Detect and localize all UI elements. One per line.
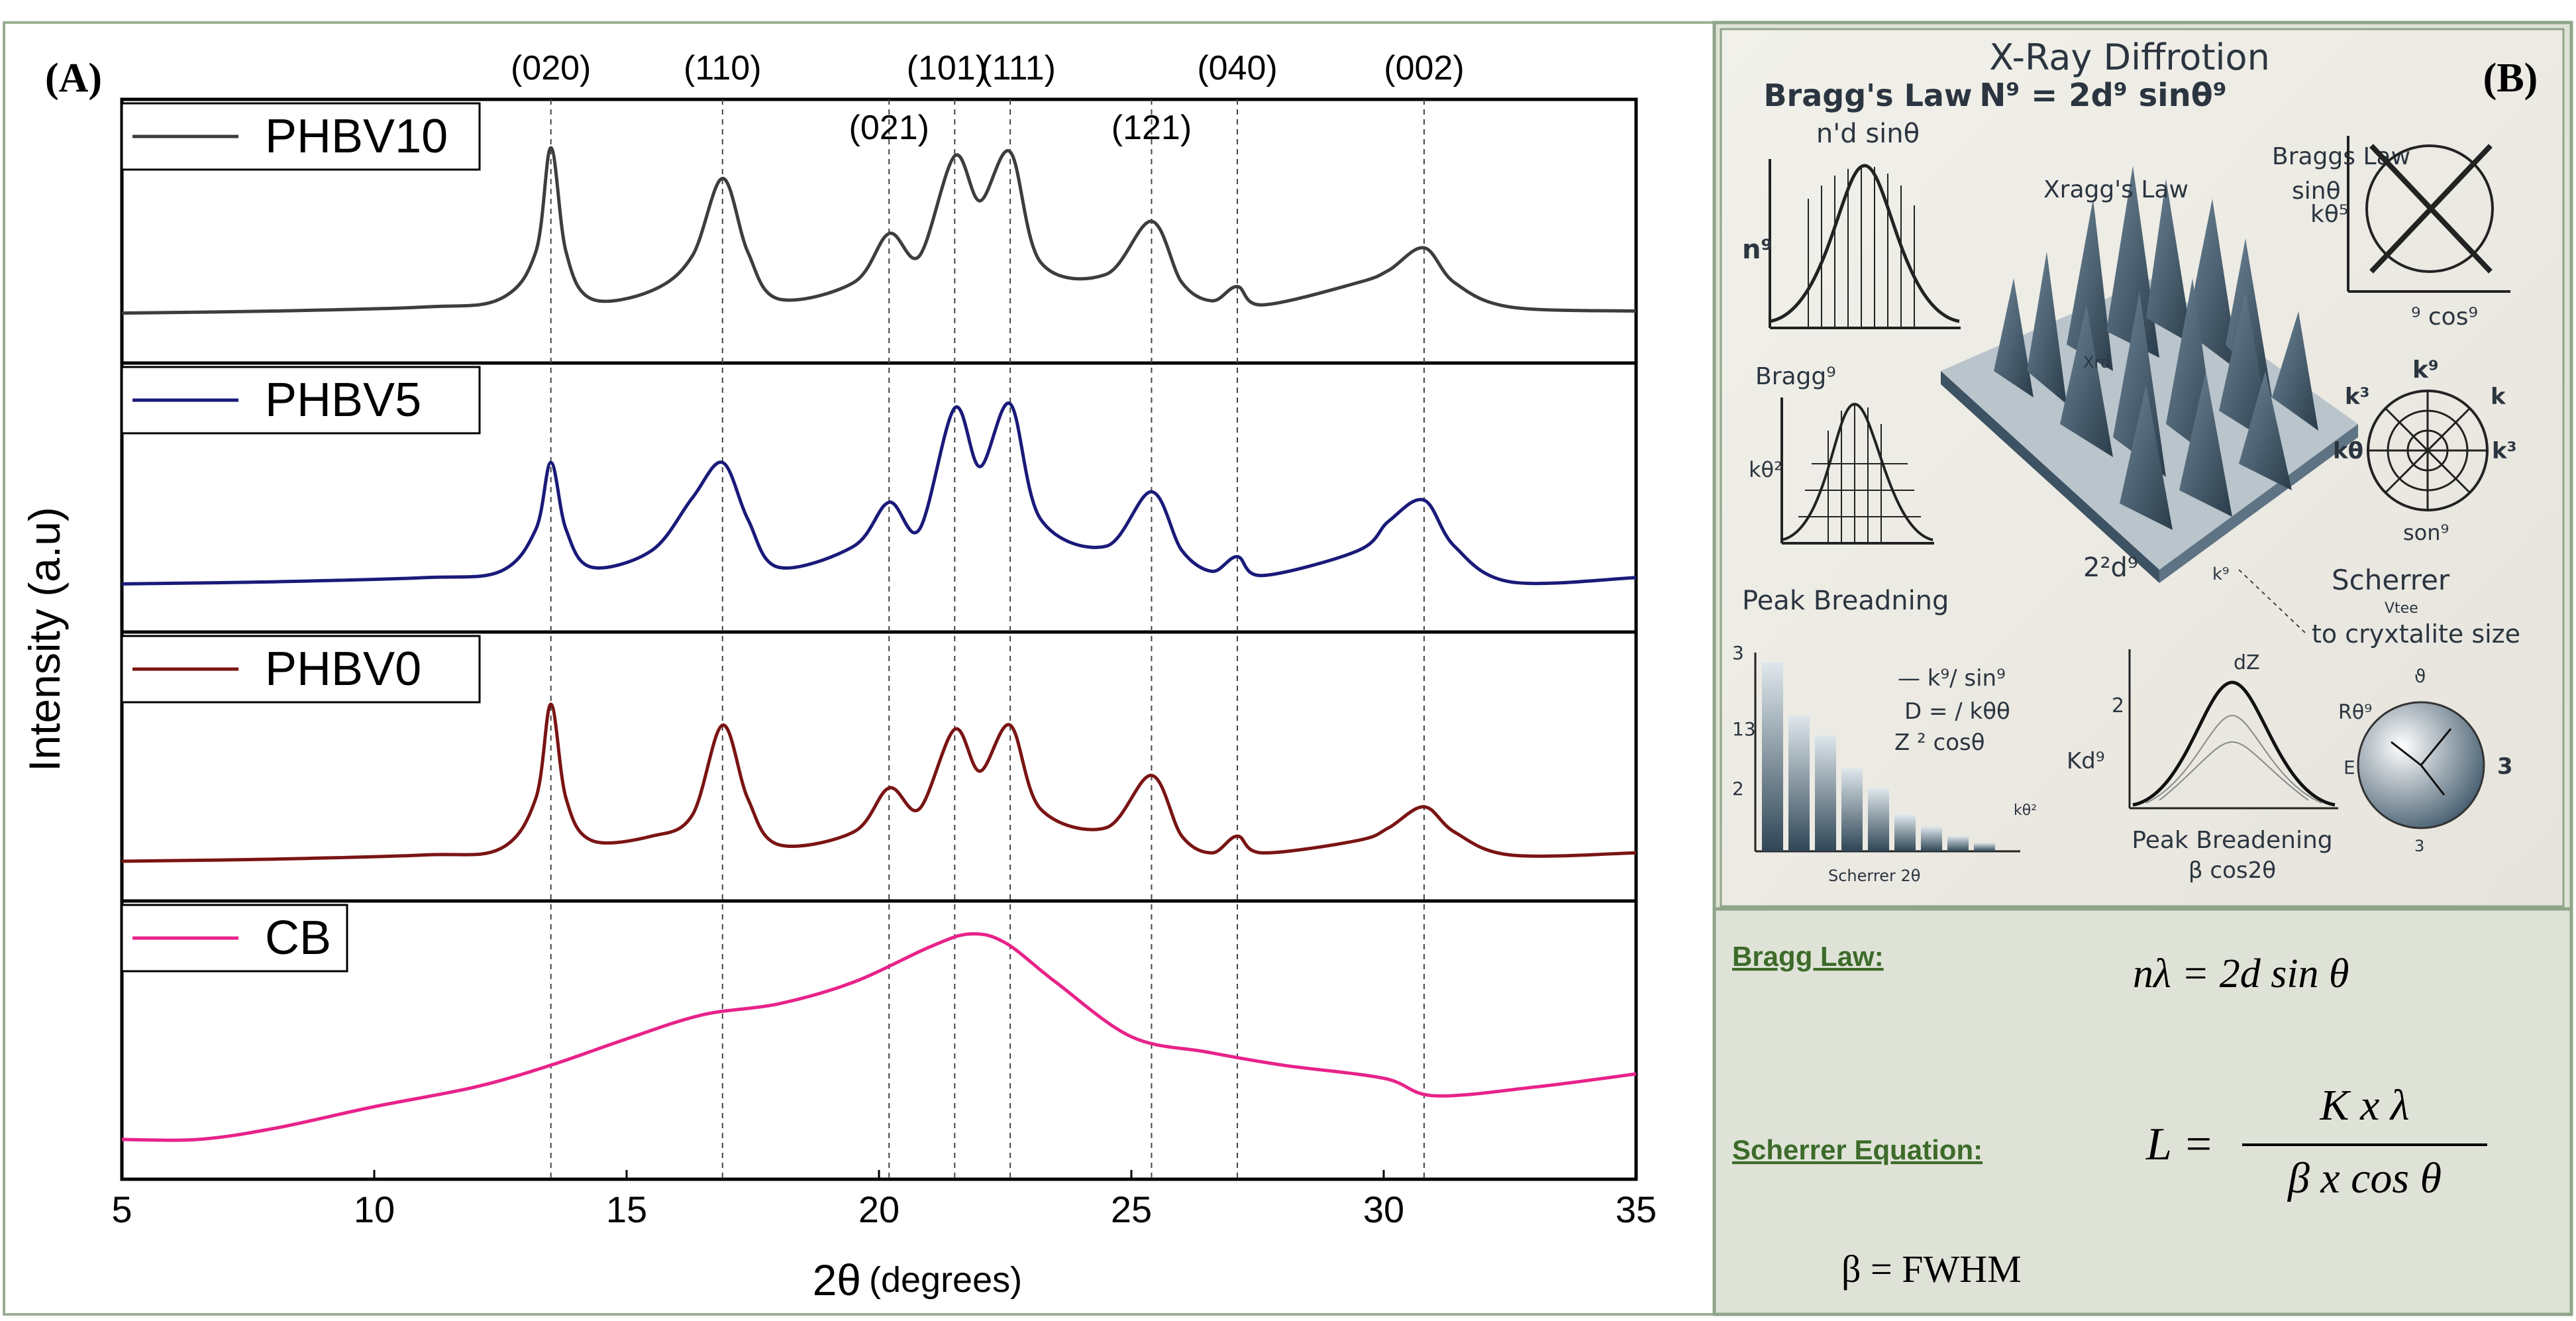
illus-peak-breadening: Peak Breadening xyxy=(2132,827,2332,854)
series-line-cb xyxy=(121,932,1637,1142)
bragg-law-label: Bragg Law: xyxy=(1732,941,1884,972)
illus-n-label: n⁹ xyxy=(1742,235,1773,265)
peak-label: (101) xyxy=(907,49,987,87)
scherrer-L: L = xyxy=(2145,1119,2214,1170)
peak-label: (040) xyxy=(1197,49,1277,87)
legends: PHBV10 PHBV5 PHBV0 CB xyxy=(121,102,481,973)
x-tick-label: 5 xyxy=(111,1189,132,1230)
x-tick-label: 30 xyxy=(1363,1189,1404,1230)
peak-label: (002) xyxy=(1384,49,1464,87)
illus-sphere-e: E xyxy=(2344,757,2355,778)
x-tick-label: 10 xyxy=(354,1189,395,1230)
illus-circle-cross xyxy=(2347,136,2510,293)
scherrer-numerator: K x λ xyxy=(2320,1081,2410,1130)
illus-bell-curve-mid xyxy=(1780,397,1934,545)
plot-panel-cb xyxy=(120,899,1638,1181)
bragg-law-formula: nλ = 2d sin θ xyxy=(2133,951,2349,996)
panel-a-label: (A) xyxy=(45,56,102,101)
x-axis: 5 10 15 20 25 30 35 xyxy=(111,1170,1657,1230)
x-axis-label-unit: (degrees) xyxy=(869,1260,1022,1300)
illus-sin-right: sinθ xyxy=(2292,178,2341,205)
xrd-curves xyxy=(121,146,1637,1142)
peak-label: (110) xyxy=(684,49,762,87)
illus-bar-y3: 3 xyxy=(1732,642,1744,664)
illus-sphere-3: 3 xyxy=(2497,753,2513,780)
legend-label: CB xyxy=(265,912,331,965)
illus-sphere-top: ϑ xyxy=(2414,665,2426,687)
illus-title: X-Ray Diffrotion xyxy=(1989,36,2270,78)
illus-k-small-bar: kθ² xyxy=(2014,802,2037,819)
illus-k-bottom-mid: k⁹ xyxy=(2212,564,2229,584)
legend-label: PHBV5 xyxy=(265,374,421,427)
illus-beta-cos: β cos2θ xyxy=(2189,857,2276,884)
illus-polar-plot xyxy=(2367,390,2489,511)
illus-k-top: kθ⁵ xyxy=(2310,201,2348,228)
illus-polar-bottom: son⁹ xyxy=(2403,520,2449,545)
illus-equation: N⁹ = 2d⁹ sinθ⁹ xyxy=(1979,77,2227,114)
series-line-phbv10 xyxy=(121,146,1637,315)
peak-label: (021) xyxy=(849,109,929,147)
x-tick-label: 25 xyxy=(1111,1189,1152,1230)
illus-peak-breadning: Peak Breadning xyxy=(1742,586,1949,616)
illus-peak-curve xyxy=(2128,649,2338,810)
illus-polar-left: k³ xyxy=(2345,384,2370,410)
x-tick-label: 35 xyxy=(1616,1189,1657,1230)
illus-vtee: Vtee xyxy=(2385,600,2418,617)
illus-xraggs-law: Xragg's Law xyxy=(2043,176,2189,203)
illus-bar-y13: 13 xyxy=(1732,718,1756,740)
peak-label: (111) xyxy=(980,49,1056,87)
illus-cos-label: ⁹ cos⁹ xyxy=(2411,303,2478,331)
illus-polar-right: k xyxy=(2491,384,2506,410)
illus-braggs-law-formula: n'd sinθ xyxy=(1816,119,1920,149)
illus-sphere-bottom: 3 xyxy=(2414,837,2424,855)
x-axis-label-main: 2θ xyxy=(813,1255,861,1304)
beta-definition: β = FWHM xyxy=(1841,1247,2022,1291)
illus-peak-y2: 2 xyxy=(2112,694,2124,717)
scherrer-equation-label: Scherrer Equation: xyxy=(1732,1134,1983,1165)
illus-d-zero: dZ xyxy=(2234,651,2260,674)
legend-label: PHBV10 xyxy=(265,110,448,163)
y-axis-label: Intensity (a.u) xyxy=(20,507,69,772)
illus-sphere xyxy=(2357,701,2485,829)
illus-braggs-law-heading: Bragg's Law xyxy=(1764,78,1973,113)
x-tick-label: 20 xyxy=(858,1189,900,1230)
illus-polar-left2: kθ xyxy=(2333,438,2363,464)
illus-polar-top: k⁹ xyxy=(2412,356,2439,384)
illus-sphere-left: Rθ⁹ xyxy=(2338,701,2372,724)
peak-labels: (020) (110) (021) (101)(111) (121)(040) (002) xyxy=(511,49,1465,147)
peak-label: (121) xyxy=(1111,109,1192,147)
illus-bragg-small: Bragg⁹ xyxy=(1755,363,1836,390)
illus-k-over-sin: — k⁹/ sin⁹ xyxy=(1898,665,2006,692)
illus-z-cos: Z ² cosθ xyxy=(1894,729,1985,756)
panel-b-label: (B) xyxy=(2483,56,2538,101)
peak-reference-lines xyxy=(550,99,1425,1179)
illus-bar-y2: 2 xyxy=(1732,778,1744,800)
illus-bar-chart xyxy=(1754,653,2020,853)
illus-xrd-label: Xrd xyxy=(2083,353,2110,372)
scherrer-denominator: β x cos θ xyxy=(2287,1154,2442,1202)
illus-scherrer-2theta: Scherrer 2θ xyxy=(1828,867,1920,885)
illus-kd-label: Kd⁹ xyxy=(2067,748,2105,774)
illus-spike-surface xyxy=(1941,166,2358,583)
illus-2d-label: 2²d⁹ xyxy=(2083,553,2138,583)
x-tick-label: 15 xyxy=(606,1189,647,1230)
series-line-phbv5 xyxy=(121,401,1637,586)
panel-b: (B) X-Ray Diffrotion N⁹ = 2d⁹ sinθ⁹ Brag… xyxy=(1712,21,2573,1316)
illus-bell-curve-top xyxy=(1769,159,1961,329)
illus-k-mid: kθ² xyxy=(1749,457,1782,482)
illus-scherrer-right: Scherrer xyxy=(2332,564,2450,596)
series-line-phbv0 xyxy=(121,702,1637,863)
legend-label: PHBV0 xyxy=(265,643,421,696)
panel-a: (A) (020) (110)(021)(101)(111)(121)(040)(… xyxy=(20,49,1657,1304)
illus-crystallite: to cryxtalite size xyxy=(2312,619,2520,649)
illus-d-eq: D = / kθθ xyxy=(1904,698,2010,725)
peak-label: (020) xyxy=(511,49,591,87)
illus-polar-right2: k³ xyxy=(2492,438,2517,464)
